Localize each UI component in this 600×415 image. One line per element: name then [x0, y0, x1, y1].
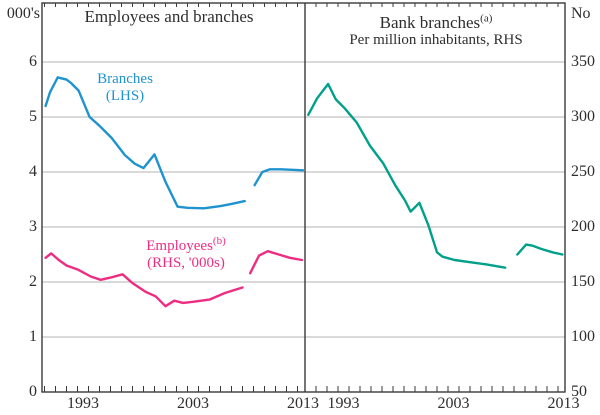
- left-axis-tick-label: 3: [29, 218, 37, 235]
- right-panel-subtitle: Per million inhabitants, RHS: [349, 32, 523, 48]
- right-axis-tick-label: 300: [571, 108, 595, 125]
- x-axis-year-label: 1993: [67, 395, 99, 412]
- x-axis-year-label: 2003: [177, 395, 209, 412]
- footnote-marker-b: (b): [212, 235, 226, 247]
- right-axis-unit-label: No: [571, 5, 591, 22]
- branches-series-label-line1: Branches: [97, 71, 153, 87]
- left-panel-title: Employees and branches: [84, 7, 254, 26]
- x-axis-year-label: 2013: [287, 395, 319, 412]
- left-axis-tick-label: 4: [29, 163, 37, 180]
- right-axis-tick-label: 50: [571, 383, 587, 400]
- employees-series-label-line2: (RHS, '000s): [147, 255, 225, 271]
- employees-series-label-text: Employees: [146, 238, 213, 254]
- employees-series-label: Employees(b) (RHS, '000s): [146, 235, 226, 272]
- employees-line: [44, 252, 244, 308]
- right-axis-tick-label: 150: [571, 273, 595, 290]
- right-axis-tick-label: 350: [571, 53, 595, 70]
- left-axis-tick-label: 0: [29, 383, 37, 400]
- right-panel-title: Bank branches(a): [380, 13, 493, 33]
- right-axis-tick-label: 200: [571, 218, 595, 235]
- branches-line: [44, 76, 246, 210]
- left-axis-tick-label: 2: [29, 273, 37, 290]
- left-axis-unit-label: 000's: [6, 5, 40, 22]
- x-axis-year-label: 1993: [327, 395, 360, 412]
- left-axis-tick-label: 5: [29, 108, 37, 125]
- right-axis-tick-label: 250: [571, 163, 595, 180]
- per-million-line: [516, 243, 564, 256]
- branches-series-label: Branches (LHS): [97, 71, 153, 105]
- branches-series-label-line2: (LHS): [105, 88, 145, 104]
- employees-series-label-line1: Employees(b): [146, 235, 226, 255]
- left-axis-tick-label: 6: [29, 53, 37, 70]
- x-axis-year-label: 2003: [437, 395, 470, 412]
- per-million-line: [307, 82, 507, 269]
- right-axis-tick-label: 100: [571, 328, 595, 345]
- employees-line: [248, 249, 304, 275]
- branches-line: [253, 168, 305, 187]
- chart-frame: [41, 2, 566, 393]
- right-panel-title-text: Bank branches: [379, 13, 481, 32]
- left-axis-tick-label: 1: [29, 328, 37, 345]
- footnote-marker-a: (a): [480, 12, 493, 25]
- x-axis-year-label: 2013: [547, 395, 580, 412]
